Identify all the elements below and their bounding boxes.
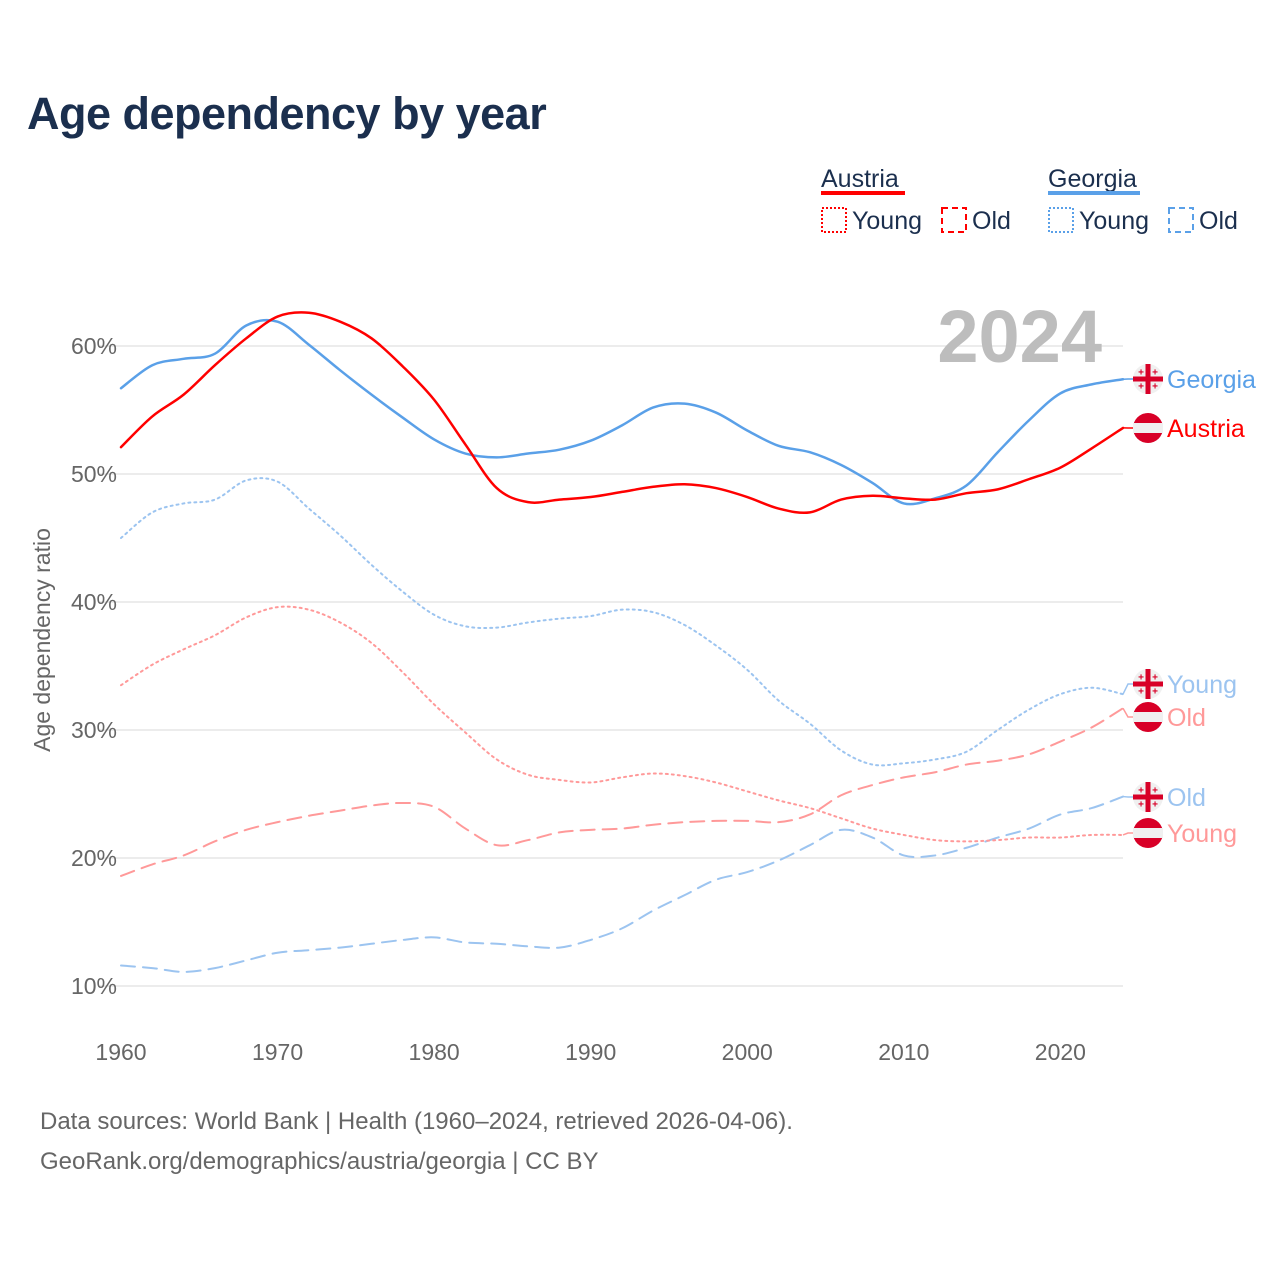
chart-title: Age dependency by year	[27, 88, 547, 139]
georgia-flag-small-cross: +	[1152, 368, 1158, 379]
georgia-flag-small-cross: +	[1138, 687, 1144, 698]
series-line-austria-young	[120, 605, 1124, 843]
legend-young-label: Young	[852, 207, 922, 235]
end-label-georgia: Georgia	[1167, 366, 1256, 394]
georgia-flag-small-cross: +	[1138, 382, 1144, 393]
series-line-georgia	[119, 318, 1125, 506]
legend-old-swatch	[941, 207, 967, 233]
legend-young-swatch	[1048, 207, 1074, 233]
footer-sources: Data sources: World Bank | Health (1960–…	[40, 1108, 793, 1135]
georgia-flag-small-cross: +	[1138, 368, 1144, 379]
austria-flag-stripe	[1133, 828, 1163, 838]
legend-young-swatch	[821, 207, 847, 233]
legend-country-austria: Austria	[821, 165, 899, 193]
y-tick-label: 20%	[71, 845, 117, 871]
legend-young-label: Young	[1079, 207, 1149, 235]
y-tick-label: 50%	[71, 461, 117, 487]
end-label-austria-old: Old	[1167, 704, 1206, 732]
y-tick-label: 30%	[71, 717, 117, 743]
legend-old-label: Old	[972, 207, 1011, 235]
georgia-flag-small-cross: +	[1138, 673, 1144, 684]
georgia-flag-small-cross: +	[1152, 687, 1158, 698]
georgia-flag-cross	[1145, 364, 1151, 394]
austria-flag-stripe	[1133, 423, 1163, 433]
series-line-georgia-young	[120, 477, 1124, 767]
georgia-flag-small-cross: +	[1152, 382, 1158, 393]
footer-link[interactable]: GeoRank.org/demographics/austria/georgia…	[40, 1148, 599, 1175]
series-line-austria	[119, 311, 1125, 515]
x-tick-label: 1960	[95, 1039, 146, 1065]
austria-flag-stripe	[1133, 712, 1163, 722]
end-label-austria: Austria	[1167, 415, 1245, 443]
y-tick-label: 60%	[71, 333, 117, 359]
x-tick-label: 1980	[409, 1039, 460, 1065]
x-tick-label: 2010	[878, 1039, 929, 1065]
label-connector	[1122, 707, 1133, 718]
y-tick-label: 10%	[71, 973, 117, 999]
end-label-georgia-old: Old	[1167, 784, 1206, 812]
legend-country-georgia: Georgia	[1048, 165, 1137, 193]
legend-old-swatch	[1168, 207, 1194, 233]
series-line-austria-old	[120, 707, 1124, 877]
legend-old-label: Old	[1199, 207, 1238, 235]
y-tick-label: 40%	[71, 589, 117, 615]
label-connector	[1122, 683, 1133, 695]
series-line-georgia-old	[120, 795, 1124, 973]
georgia-flag-cross	[1145, 782, 1151, 812]
label-connector	[1122, 832, 1133, 836]
end-label-austria-young: Young	[1167, 820, 1237, 848]
georgia-flag-small-cross: +	[1138, 800, 1144, 811]
x-tick-label: 1970	[252, 1039, 303, 1065]
georgia-flag-small-cross: +	[1152, 800, 1158, 811]
georgia-flag-small-cross: +	[1138, 786, 1144, 797]
georgia-flag-cross	[1145, 669, 1151, 699]
legend-country-swatch	[1048, 191, 1140, 195]
end-label-georgia-young: Young	[1167, 671, 1237, 699]
legend-country-swatch	[821, 191, 905, 195]
georgia-flag-small-cross: +	[1152, 673, 1158, 684]
x-tick-label: 2000	[722, 1039, 773, 1065]
y-axis-label: Age dependency ratio	[29, 528, 55, 752]
year-watermark: 2024	[937, 295, 1102, 378]
georgia-flag-small-cross: +	[1152, 786, 1158, 797]
x-tick-label: 1990	[565, 1039, 616, 1065]
x-tick-label: 2020	[1035, 1039, 1086, 1065]
